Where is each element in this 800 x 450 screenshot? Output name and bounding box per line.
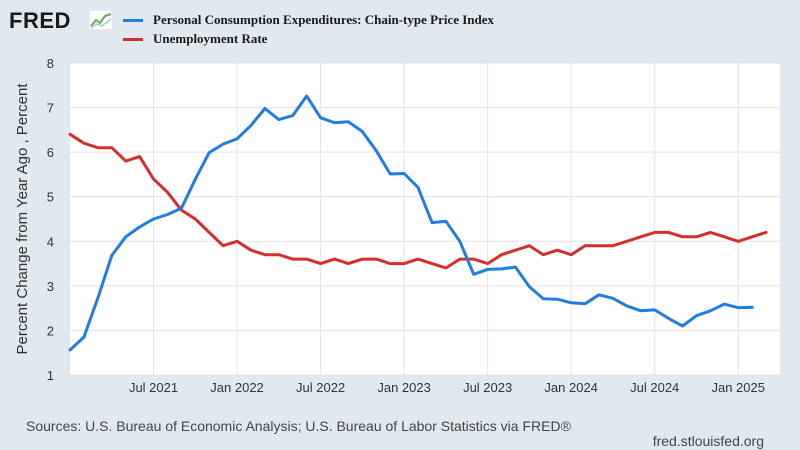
series-line-unemployment [68, 132, 768, 270]
site-credit[interactable]: fred.stlouisfed.org [652, 433, 764, 449]
y-tick-label: 7 [47, 101, 54, 116]
legend-label-unemployment: Unemployment Rate [153, 31, 268, 46]
legend-swatch-unemployment [123, 38, 143, 41]
series-line-pce [68, 94, 754, 352]
x-tick-label: Jan 2025 [711, 380, 765, 395]
x-tick-label: Jul 2022 [296, 380, 345, 395]
source-note: Sources: U.S. Bureau of Economic Analysi… [26, 418, 571, 434]
legend-label-pce: Personal Consumption Expenditures: Chain… [153, 12, 495, 27]
x-tick-label: Jan 2023 [377, 380, 431, 395]
x-tick-label: Jan 2022 [210, 380, 264, 395]
y-axis-title: Percent Change from Year Ago , Percent [14, 83, 31, 355]
y-tick-label: 4 [47, 234, 54, 249]
x-tick-label: Jan 2024 [544, 380, 598, 395]
x-tick-label: Jul 2023 [463, 380, 512, 395]
y-tick-label: 5 [47, 190, 54, 205]
plot-area [70, 63, 780, 375]
y-tick-label: 8 [47, 56, 54, 71]
fred-logo: FRED [9, 8, 71, 33]
y-tick-label: 1 [47, 368, 54, 383]
x-tick-label: Jul 2021 [129, 380, 178, 395]
legend-swatch-pce [123, 19, 143, 22]
y-tick-label: 6 [47, 145, 54, 160]
x-tick-label: Jul 2024 [630, 380, 679, 395]
line-chart-icon [89, 10, 113, 30]
y-tick-label: 3 [47, 279, 54, 294]
y-tick-label: 2 [47, 323, 54, 338]
